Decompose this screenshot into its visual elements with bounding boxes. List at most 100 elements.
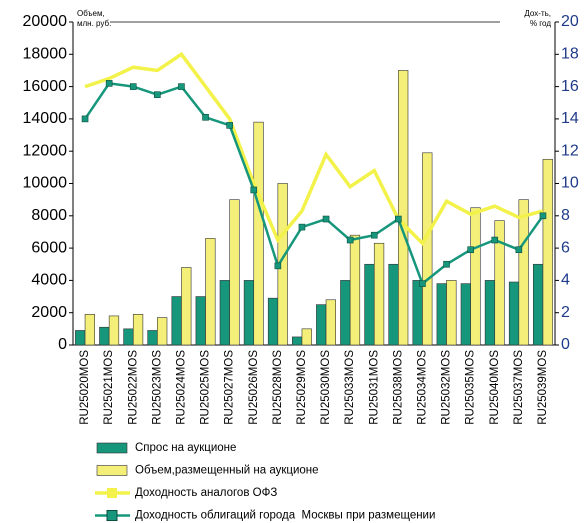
marker (443, 260, 450, 268)
y2-tick-label: 4 (561, 272, 570, 289)
bar (325, 299, 336, 346)
y-tick-label: 18000 (23, 46, 68, 63)
y-tick-label: 2000 (31, 304, 67, 321)
x-tick-label: RU25025MOS (200, 350, 212, 425)
y-tick-label: 16000 (23, 78, 68, 95)
bar (373, 242, 385, 346)
marker (274, 262, 282, 270)
y2-tick-label: 18 (561, 46, 579, 63)
marker (298, 223, 306, 231)
x-tick-label: RU25026MOS (248, 350, 260, 425)
x-tick-label: RU25040MOS (489, 350, 501, 425)
bar (99, 326, 110, 346)
legend-label: Доходность аналогов ОФЗ (135, 487, 277, 499)
bar (181, 267, 192, 346)
bar (388, 263, 399, 346)
marker (105, 80, 113, 87)
y2-tick-label: 12 (561, 142, 579, 159)
bar (484, 280, 496, 346)
x-tick-label: RU25035MOS (465, 350, 477, 425)
bar (364, 263, 375, 346)
bar (171, 296, 182, 346)
bar (132, 314, 144, 346)
y2-tick-label: 14 (561, 110, 579, 127)
x-tick-label: RU25030MOS (320, 350, 332, 425)
bar (446, 280, 457, 346)
bar (195, 296, 206, 346)
bar (123, 328, 134, 346)
x-tick-label: RU25031MOS (368, 350, 380, 425)
x-tick-label: RU25027MOS (224, 350, 236, 425)
x-tick-label: RU25029MOS (296, 350, 308, 425)
marker (322, 215, 330, 223)
marker (129, 83, 137, 90)
marker (467, 246, 474, 254)
bar (75, 330, 86, 346)
marker (346, 236, 354, 244)
x-tick-label: RU25020MOS (79, 350, 91, 425)
y2-tick-label: 10 (561, 175, 579, 192)
y2-axis-label: % год (530, 19, 551, 28)
bar (436, 283, 447, 346)
marker (202, 113, 209, 121)
bar (470, 207, 481, 346)
bar (243, 280, 255, 346)
x-tick-label: RU25039MOS (537, 350, 549, 425)
bar (316, 304, 327, 346)
bar (267, 297, 279, 346)
marker (491, 236, 499, 244)
bar (292, 336, 303, 346)
bar (301, 328, 312, 346)
y-tick-label: 20000 (23, 13, 68, 30)
marker (539, 212, 547, 220)
bar (349, 234, 361, 346)
bar (518, 199, 529, 346)
marker (419, 280, 426, 287)
bar (494, 220, 505, 346)
marker (154, 91, 161, 98)
line (84, 51, 544, 247)
y-tick-label: 0 (58, 336, 67, 353)
y2-tick-label: 6 (561, 239, 570, 256)
bar (157, 317, 168, 346)
legend-label: Спрос на аукционе (135, 442, 236, 454)
bar (108, 315, 120, 346)
marker (395, 215, 402, 223)
x-tick-label: RU25032MOS (441, 350, 453, 425)
y2-tick-label: 16 (561, 78, 579, 95)
bar (84, 314, 95, 346)
bar (422, 152, 433, 346)
y-axis-label: млн. руб. (77, 19, 111, 28)
y2-tick-label: 20 (561, 13, 579, 30)
bar (412, 280, 423, 346)
y-tick-label: 12000 (23, 142, 68, 159)
marker (250, 186, 258, 194)
legend-swatch (96, 442, 128, 454)
y2-tick-label: 0 (561, 336, 570, 353)
bar (398, 70, 409, 346)
x-tick-label: RU25024MOS (175, 350, 187, 425)
x-tick-label: RU25023MOS (151, 350, 163, 425)
x-tick-label: RU25033MOS (344, 350, 356, 425)
bar (533, 263, 544, 346)
bar (205, 238, 216, 346)
x-tick-label: RU25037MOS (513, 350, 525, 425)
bar (229, 199, 240, 346)
y2-tick-label: 8 (561, 207, 570, 224)
marker (226, 122, 233, 129)
y-tick-label: 8000 (31, 207, 67, 224)
x-tick-label: RU25022MOS (127, 350, 139, 425)
x-tick-label: RU25034MOS (416, 350, 428, 425)
legend-label: Объем,размещенный на аукционе (135, 465, 319, 477)
y-axis-label: Объем, (77, 9, 105, 18)
bar (542, 158, 553, 346)
legend-marker (107, 488, 117, 498)
bar (219, 280, 230, 346)
marker (178, 83, 185, 90)
y-tick-label: 14000 (23, 110, 68, 127)
bar (460, 283, 471, 346)
y-tick-label: 6000 (31, 239, 67, 256)
bar (508, 281, 520, 346)
marker (515, 246, 523, 254)
marker (370, 231, 378, 239)
